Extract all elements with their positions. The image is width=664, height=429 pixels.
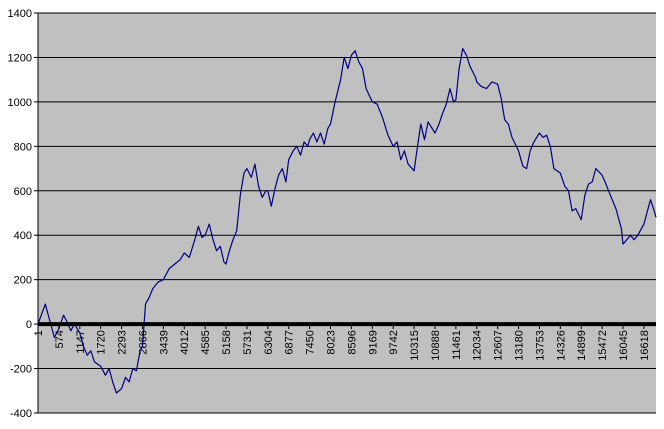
x-tick-label: 5731 — [242, 330, 254, 354]
x-tick-label: 14326 — [555, 330, 567, 361]
x-tick-label: 13753 — [534, 330, 546, 361]
x-tick-label: 6304 — [263, 330, 275, 354]
x-tick-label: 9742 — [388, 330, 400, 354]
gridlines — [38, 12, 656, 414]
x-tick-label: 9169 — [367, 330, 379, 354]
axes — [34, 12, 656, 414]
x-tick-label: 12607 — [493, 330, 505, 361]
y-tick-label: 1200 — [8, 52, 32, 64]
y-tick-label: 800 — [14, 141, 32, 153]
x-tick-label: 8596 — [346, 330, 358, 354]
x-tick-label: 2866 — [137, 330, 149, 354]
x-tick-label: 6877 — [284, 330, 296, 354]
y-tick-label: 1400 — [8, 8, 32, 20]
y-tick-label: -200 — [10, 364, 32, 376]
x-tick-label: 12034 — [472, 330, 484, 361]
x-tick-label: 8023 — [326, 330, 338, 354]
x-tick-label: 4585 — [200, 330, 212, 354]
y-tick-label: 0 — [26, 319, 32, 331]
x-tick-label: 16618 — [639, 330, 651, 361]
x-tick-label: 1 — [33, 330, 45, 336]
x-tick-label: 7450 — [305, 330, 317, 354]
y-tick-label: 1000 — [8, 97, 32, 109]
y-tick-label: -400 — [10, 408, 32, 420]
x-tick-label: 16045 — [618, 330, 630, 361]
plot-area — [38, 13, 656, 413]
x-tick-label: 11461 — [451, 330, 463, 360]
x-tick-label: 2293 — [117, 330, 129, 354]
x-tick-label: 15472 — [597, 330, 609, 361]
x-tick-label: 10315 — [409, 330, 421, 361]
x-tick-label: 10888 — [430, 330, 442, 361]
x-tick-label: 13180 — [514, 330, 526, 361]
y-tick-label: 200 — [14, 275, 32, 287]
y-tick-label: 400 — [14, 230, 32, 242]
x-tick-label: 1720 — [96, 330, 108, 354]
x-tick-label: 3439 — [158, 330, 170, 354]
series-group — [37, 47, 657, 394]
x-tick-label: 574 — [54, 330, 66, 348]
x-tick-label: 4012 — [179, 330, 191, 354]
series-line — [37, 47, 657, 394]
y-axis-tick-labels: -400 -200 0 200 400 600 800 1000 1200 1400 — [8, 8, 32, 420]
x-tick-label: 5158 — [221, 330, 233, 354]
y-tick-label: 600 — [14, 186, 32, 198]
x-axis-tick-labels: 1 574 1147 1720 2293 2866 3439 4012 4585 5158 5731… — [33, 330, 651, 361]
x-tick-label: 14899 — [576, 330, 588, 361]
